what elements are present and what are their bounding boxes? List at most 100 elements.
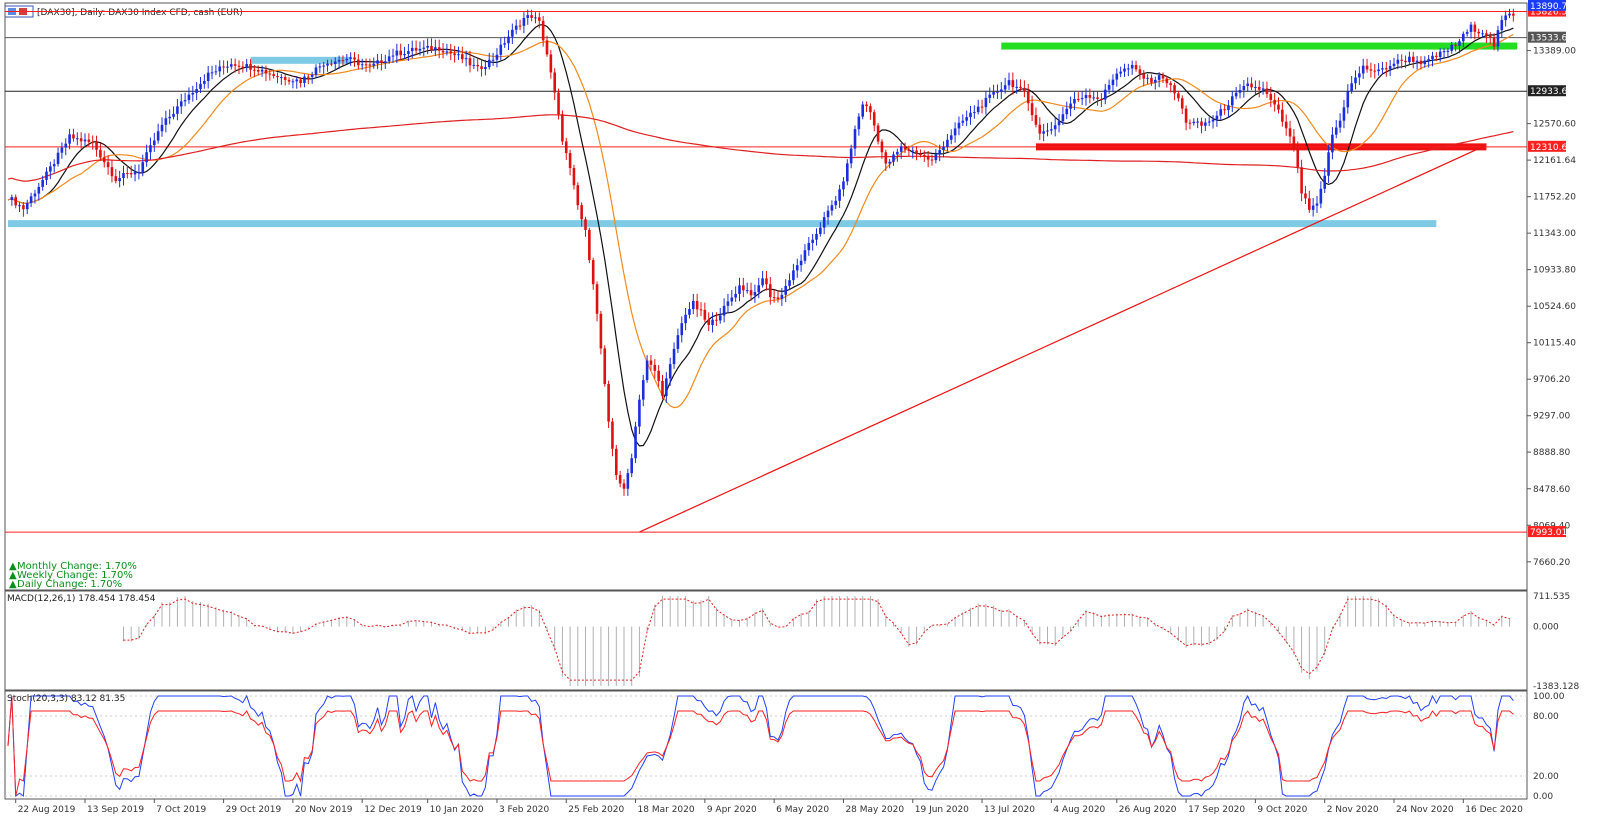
macd-signal-line bbox=[123, 598, 1510, 681]
price-tick-label: 10524.60 bbox=[1533, 302, 1576, 312]
candle-body bbox=[1134, 64, 1138, 70]
candle-body bbox=[923, 155, 926, 157]
candle-body bbox=[1427, 59, 1430, 61]
candle-body bbox=[1138, 69, 1142, 74]
candle-body bbox=[314, 67, 318, 75]
candle-body bbox=[992, 91, 995, 95]
candle-body bbox=[699, 309, 703, 311]
candle-body bbox=[511, 29, 514, 37]
candle-body bbox=[330, 63, 333, 65]
candle-body bbox=[1188, 122, 1192, 124]
candle-body bbox=[742, 285, 745, 291]
price-tag-label: 13826.52 bbox=[1530, 8, 1573, 18]
candle-body bbox=[1488, 35, 1492, 38]
candle-body bbox=[95, 142, 98, 150]
candle-body bbox=[726, 301, 730, 306]
change-info: ▲ Monthly Change: 1.70% ▲ Weekly Change:… bbox=[9, 561, 137, 590]
candle-body bbox=[1438, 51, 1442, 58]
candle-body bbox=[1103, 89, 1107, 100]
candle-body bbox=[384, 61, 387, 63]
time-tick-label: 22 Aug 2019 bbox=[18, 805, 76, 815]
candle-body bbox=[973, 112, 976, 114]
stoch-panel[interactable] bbox=[4, 690, 1528, 800]
up-arrow-icon: ▲ bbox=[9, 561, 17, 572]
candle-body bbox=[792, 270, 795, 281]
candle-body bbox=[1404, 60, 1407, 63]
candle-body bbox=[168, 116, 171, 119]
candle-body bbox=[595, 284, 599, 314]
candle-body bbox=[718, 315, 722, 321]
candle-body bbox=[434, 47, 437, 51]
candle-body bbox=[1238, 90, 1242, 93]
candle-body bbox=[715, 319, 718, 321]
candle-body bbox=[41, 179, 44, 187]
candle-body bbox=[137, 171, 141, 173]
candle-body bbox=[907, 149, 911, 151]
candle-body bbox=[1173, 85, 1176, 94]
macd-panel[interactable] bbox=[4, 590, 1528, 691]
time-tick-label: 18 Mar 2020 bbox=[638, 805, 695, 815]
candle-body bbox=[564, 141, 568, 154]
candle-body bbox=[179, 101, 183, 107]
candle-body bbox=[888, 161, 891, 164]
candle-body bbox=[441, 50, 445, 53]
candle-body bbox=[884, 152, 888, 164]
candle-body bbox=[426, 45, 429, 48]
candle-body bbox=[1277, 104, 1280, 110]
candle-body bbox=[622, 483, 626, 489]
price-tick-label: 8888.80 bbox=[1533, 448, 1570, 458]
price-panel[interactable] bbox=[4, 2, 1528, 591]
candle-body bbox=[641, 380, 645, 400]
candle-body bbox=[422, 47, 426, 49]
candle-body bbox=[965, 117, 968, 121]
candle-body bbox=[1192, 121, 1196, 124]
candle-body bbox=[930, 159, 934, 161]
candle-body bbox=[1508, 13, 1511, 16]
candle-body bbox=[534, 17, 537, 19]
time-tick-label: 7 Oct 2019 bbox=[156, 805, 206, 815]
time-tick-label: 29 Oct 2019 bbox=[226, 805, 282, 815]
candle-body bbox=[1331, 134, 1334, 153]
candle-body bbox=[10, 197, 14, 200]
candle-body bbox=[303, 76, 306, 84]
candle-body bbox=[665, 378, 668, 397]
daily-change: Daily Change: 1.70% bbox=[17, 579, 122, 590]
candle-body bbox=[60, 147, 64, 153]
candle-body bbox=[129, 173, 133, 175]
candle-body bbox=[1038, 124, 1042, 134]
candle-body bbox=[661, 380, 664, 397]
candle-body bbox=[1011, 80, 1015, 88]
candle-body bbox=[1300, 167, 1303, 194]
candle-body bbox=[399, 50, 402, 56]
candle-body bbox=[1246, 83, 1249, 86]
candle-body bbox=[842, 181, 845, 190]
candle-body bbox=[1458, 41, 1461, 46]
time-tick-label: 19 Jun 2020 bbox=[915, 805, 969, 815]
horizontal-lines[interactable] bbox=[5, 11, 1527, 533]
candle-body bbox=[707, 319, 710, 325]
candle-body bbox=[376, 60, 379, 64]
candle-body bbox=[1454, 44, 1457, 46]
candle-body bbox=[141, 162, 145, 172]
time-tick-label: 6 May 2020 bbox=[776, 805, 829, 815]
trendline-group[interactable] bbox=[639, 144, 1487, 533]
candle-body bbox=[1365, 65, 1369, 70]
time-tick-label: 24 Nov 2020 bbox=[1396, 805, 1454, 815]
candle-body bbox=[969, 112, 972, 118]
candle-body bbox=[846, 163, 849, 182]
candle-body bbox=[1088, 94, 1092, 98]
candle-body bbox=[1323, 175, 1326, 189]
candle-body bbox=[499, 44, 503, 55]
candle-body bbox=[591, 260, 595, 285]
candle-body bbox=[880, 141, 884, 153]
candle-body bbox=[1146, 77, 1149, 79]
candle-body bbox=[403, 53, 406, 56]
candle-body bbox=[1361, 65, 1365, 74]
candle-body bbox=[1023, 87, 1026, 92]
price-tag-label: 12933.63 bbox=[1530, 87, 1573, 97]
candle-body bbox=[18, 205, 21, 207]
candle-body bbox=[599, 313, 603, 349]
candlesticks bbox=[10, 8, 1515, 496]
candle-body bbox=[857, 116, 861, 130]
